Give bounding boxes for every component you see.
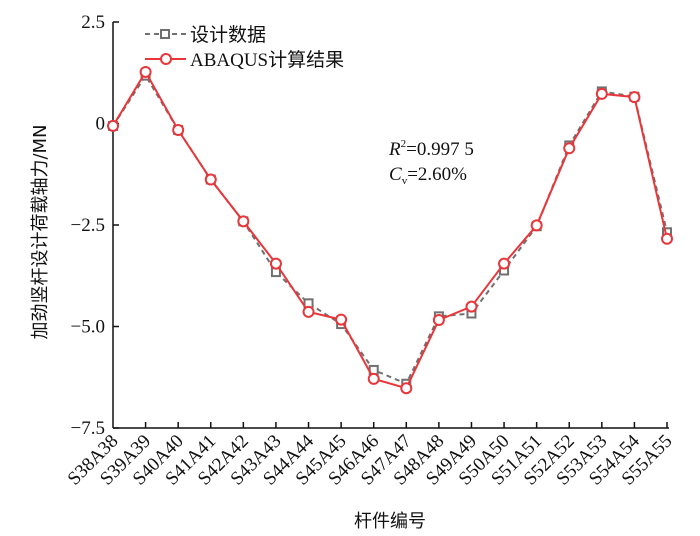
legend-item-abaqus: ABAQUS计算结果 — [145, 49, 344, 71]
data-point-circle — [139, 65, 152, 78]
series-line-1 — [112, 69, 668, 390]
y-tick-label: −7.5 — [71, 418, 105, 439]
data-point-circle — [367, 372, 380, 385]
legend-item-design: 设计数据 — [145, 24, 266, 46]
data-point-circle — [628, 91, 641, 104]
data-point-circle — [269, 257, 282, 270]
y-axis-title: 加劲竖杆设计荷载轴力/MN — [30, 124, 51, 339]
data-point-circle — [335, 313, 348, 326]
data-point-circle — [172, 123, 185, 136]
r2-annotation: R2=0.997 5 — [388, 138, 474, 160]
circle-marker-icon — [160, 53, 172, 65]
legend-label-abaqus: ABAQUS计算结果 — [190, 49, 344, 71]
data-point-circle — [432, 314, 445, 327]
data-point-circle — [563, 142, 576, 155]
data-point-circle — [237, 215, 250, 228]
statistics-annotation: R2=0.997 5 Cv=2.60% — [388, 138, 474, 187]
data-point-circle — [595, 87, 608, 100]
y-ticks: 2.5 0 −2.5 −5.0 −7.5 — [71, 12, 119, 439]
y-tick-label: −2.5 — [71, 215, 105, 236]
cv-annotation: Cv=2.60% — [389, 164, 467, 187]
legend-label-design: 设计数据 — [190, 24, 266, 46]
data-point-circle — [204, 173, 217, 186]
data-point-circle — [530, 219, 543, 232]
x-axis-title: 杆件编号 — [354, 511, 426, 532]
square-marker-icon — [160, 29, 170, 39]
data-point-circle — [302, 305, 315, 318]
data-point-circle — [661, 232, 673, 245]
data-point-circle — [498, 257, 511, 270]
series-line-0 — [112, 73, 668, 386]
series-group — [107, 65, 673, 395]
legend: 设计数据 ABAQUS计算结果 — [145, 24, 344, 71]
data-point-circle — [107, 119, 119, 132]
axes — [112, 22, 669, 429]
x-ticks: S38A38S39A39S40A40S41A41S42A42S43A43S44A… — [64, 422, 677, 490]
data-point-circle — [400, 382, 413, 395]
y-tick-label: −5.0 — [71, 317, 105, 338]
data-point-circle — [465, 300, 478, 313]
y-tick-label: 0 — [96, 114, 106, 135]
y-tick-label: 2.5 — [81, 12, 105, 33]
